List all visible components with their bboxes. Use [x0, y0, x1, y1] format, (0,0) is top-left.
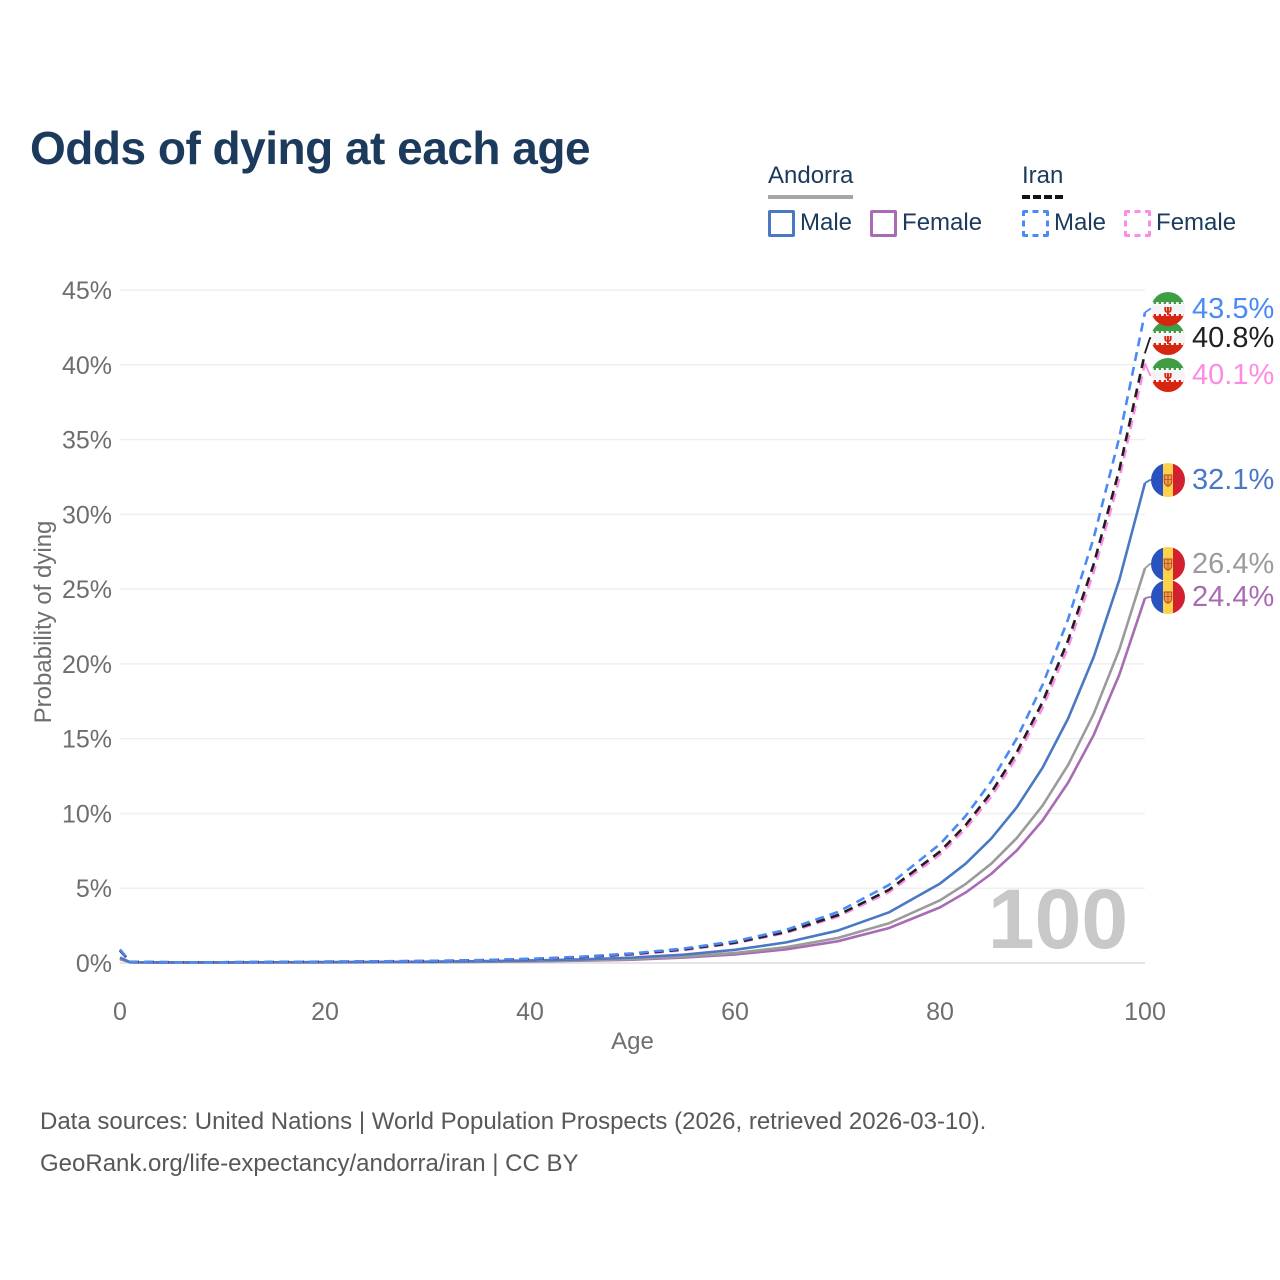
svg-text:ψ: ψ [1164, 369, 1173, 382]
x-tick-label: 0 [113, 998, 127, 1026]
y-tick-label: 40% [62, 352, 112, 380]
legend-label-andorra-male[interactable]: Male [800, 209, 853, 236]
y-tick-label: 5% [76, 875, 112, 903]
legend-label-iran-female[interactable]: Female [1156, 209, 1237, 236]
iran-flag-icon: ψ [1151, 321, 1185, 355]
legend-label-andorra-female[interactable]: Female [902, 209, 983, 236]
end-label-value: 40.1% [1192, 358, 1275, 391]
legend-swatch-iran-female-icon[interactable] [1124, 209, 1152, 237]
end-label-andorra-female: 24.4% [1151, 580, 1274, 614]
y-tick-label: 20% [62, 651, 112, 679]
end-label-iran-all: ψ 40.8% [1151, 321, 1274, 355]
legend-swatch-iran-male-icon[interactable] [1022, 209, 1049, 237]
end-label-iran-female: ψ 40.1% [1151, 358, 1274, 392]
series-line-iran-all [119, 352, 1147, 964]
andorra-flag-icon [1151, 463, 1185, 497]
end-label-iran-male: ψ 43.5% [1151, 292, 1274, 326]
data-sources-text: Data sources: United Nations | World Pop… [40, 1108, 987, 1135]
iran-flag-icon: ψ [1151, 358, 1185, 392]
x-tick-label: 60 [721, 998, 749, 1026]
end-label-andorra-all: 26.4% [1151, 547, 1274, 581]
x-tick-label: 20 [311, 998, 339, 1026]
legend-swatch-andorra-female-icon[interactable] [870, 209, 898, 237]
y-tick-label: 45% [62, 277, 112, 305]
x-tick-label: 40 [516, 998, 544, 1026]
y-tick-label: 25% [62, 576, 112, 604]
attribution-text: GeoRank.org/life-expectancy/andorra/iran… [40, 1150, 579, 1177]
y-tick-label: 10% [62, 800, 112, 828]
end-label-value: 26.4% [1192, 547, 1275, 580]
end-label-andorra-male: 32.1% [1151, 463, 1274, 497]
series-line-iran-male [118, 312, 1147, 964]
x-axis-title: Age [611, 1028, 654, 1055]
end-label-value: 24.4% [1192, 580, 1275, 613]
y-tick-label: 30% [62, 501, 112, 529]
legend-group-iran: Iran Male Female [1022, 162, 1254, 237]
legend-country-andorra[interactable]: Andorra [768, 162, 854, 199]
svg-text:ψ: ψ [1164, 332, 1173, 345]
legend-country-iran[interactable]: Iran [1022, 162, 1064, 199]
legend-group-andorra: Andorra Male Female [768, 162, 1000, 237]
end-label-value: 43.5% [1192, 292, 1275, 325]
x-tick-label: 100 [1124, 998, 1166, 1026]
legend-swatch-andorra-male-icon[interactable] [768, 209, 795, 237]
y-tick-label: 0% [76, 950, 112, 978]
y-tick-label: 35% [62, 427, 112, 455]
hover-age-watermark: 100 [988, 872, 1128, 966]
legend-label-iran-male[interactable]: Male [1054, 209, 1107, 236]
end-label-value: 40.8% [1192, 321, 1275, 354]
page-title: Odds of dying at each age [30, 121, 591, 174]
y-tick-label: 15% [62, 726, 112, 754]
andorra-flag-icon [1151, 580, 1185, 614]
iran-flag-icon: ψ [1151, 292, 1185, 326]
andorra-flag-icon [1151, 547, 1185, 581]
svg-text:ψ: ψ [1164, 303, 1173, 316]
x-tick-label: 80 [926, 998, 954, 1026]
end-label-value: 32.1% [1192, 463, 1275, 496]
